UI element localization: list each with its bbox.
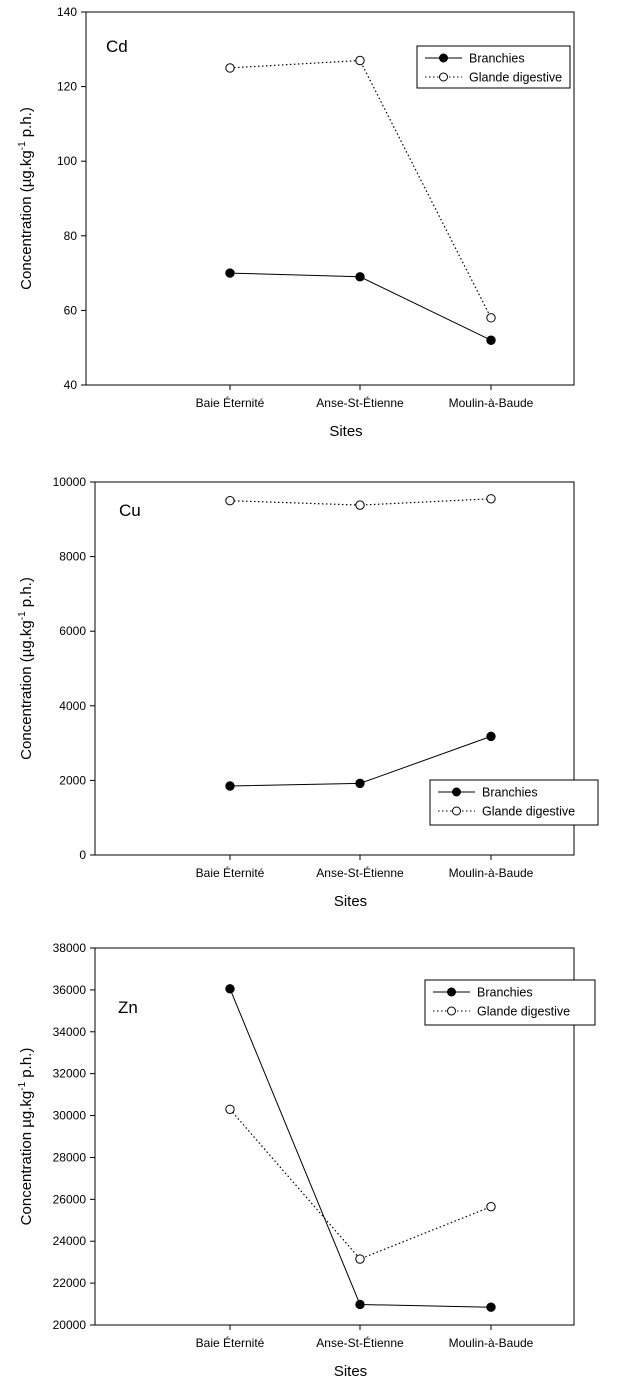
panel2-y-tick-label: 10000 <box>53 475 87 489</box>
panel3-y-axis-title-part: Concentration µg.kg <box>18 1091 35 1226</box>
panel3-y-tick-label: 26000 <box>53 1192 87 1206</box>
panel1-plot-frame <box>85 11 575 386</box>
panel1-y-tick-label: 120 <box>57 80 77 94</box>
panel1-glande-digestive-point <box>225 63 235 73</box>
panel2-y-axis-title-part: Concentration (µg.kg <box>18 620 35 760</box>
panel1-panel: 40 60 80 100 120 140 Baie Éternité Anse-St-Étie… <box>17 5 575 440</box>
panel2-legend-box <box>429 779 599 826</box>
panel1-y-tick-label: 140 <box>57 5 77 19</box>
panel2-legend-marker-glande-digestive <box>452 806 461 816</box>
panel2-panel: 0 2000 4000 6000 8000 10000 Baie Éternité Anse-… <box>17 475 599 910</box>
panel3-x-axis-title: Sites <box>334 1363 367 1380</box>
panel3-glande-digestive-point <box>355 1254 365 1264</box>
panel3-panel: 20000 22000 24000 26000 28000 30000 32000 34000… <box>17 941 596 1380</box>
panel2-y-tick-label: 0 <box>79 848 86 862</box>
panel2-y-axis-title-part: p.h.) <box>18 577 35 611</box>
panel1-series-line-branchies <box>229 272 492 341</box>
panel1-glande-digestive-point <box>355 55 365 66</box>
panel3-y-axis-title-part: p.h.) <box>18 1048 35 1082</box>
panel3-legend-box <box>424 979 596 1026</box>
panel2-branchies-point <box>225 781 235 791</box>
panel2-x-axis-title: Sites <box>334 893 367 910</box>
panel3-branchies-point <box>225 984 235 994</box>
panel3-branchies-point <box>486 1302 496 1312</box>
panel3-plot-frame <box>94 947 575 1326</box>
panel2-x-tick-label: Anse-St-Étienne <box>316 865 404 880</box>
panel3-y-tick-label: 24000 <box>53 1234 87 1248</box>
panel1-y-tick-label: 100 <box>57 154 77 168</box>
panel2-plot-frame <box>94 481 575 856</box>
panel1-y-axis-title-part: p.h.) <box>18 107 35 141</box>
panel1-branchies-point <box>225 268 235 278</box>
panel3-legend-marker-glande-digestive <box>447 1006 456 1016</box>
panel1-legend-label-glande-digestive: Glande digestive <box>469 71 562 85</box>
panel3-legend-marker-branchies <box>447 987 456 997</box>
panel1-legend-label-branchies: Branchies <box>469 52 525 66</box>
panel2-legend-label-glande-digestive: Glande digestive <box>482 805 575 819</box>
panel3-branchies-point <box>355 1299 365 1310</box>
panel3-x-tick-label: Moulin-à-Baude <box>449 1336 534 1350</box>
panel3-y-tick-label: 30000 <box>53 1109 87 1123</box>
panel2-legend: Branchies Glande digestive <box>429 779 599 826</box>
panel1-x-tick-label: Moulin-à-Baude <box>449 396 534 410</box>
panel2-y-tick-label: 6000 <box>59 624 86 638</box>
panel3-y-tick-label: 32000 <box>53 1067 87 1081</box>
panel3-series-line-glande-digestive <box>229 1108 492 1260</box>
panel2-glande-digestive-point <box>486 494 496 504</box>
panel1-y-tick-label: 60 <box>64 303 78 317</box>
panel3-x-tick-label: Baie Éternité <box>196 1335 265 1350</box>
panel1-y-axis-title-superscript: -1 <box>17 141 28 150</box>
panel2-panel-label: Cu <box>119 501 141 520</box>
panel3-legend-label-branchies: Branchies <box>477 986 533 1000</box>
panel1-legend-marker-glande-digestive <box>439 72 448 82</box>
panel1-y-axis-title: Concentration (µg.kg-1 p.h.) <box>17 107 35 290</box>
panel2-y-tick-label: 2000 <box>59 773 86 787</box>
panel3-glande-digestive-point <box>225 1104 235 1114</box>
panel3-y-tick-label: 34000 <box>53 1025 87 1039</box>
panel2-series-line-branchies <box>229 735 492 787</box>
panel1-x-axis-title: Sites <box>329 423 362 440</box>
panel2-glande-digestive-point <box>355 500 365 510</box>
panel2-legend-label-branchies: Branchies <box>482 786 538 800</box>
panel3-legend-label-glande-digestive: Glande digestive <box>477 1005 570 1019</box>
panel3-y-tick-label: 28000 <box>53 1150 87 1164</box>
panel1-x-tick-label: Baie Éternité <box>196 395 265 410</box>
panel2-y-axis-title-superscript: -1 <box>17 611 28 620</box>
panel2-glande-digestive-point <box>225 495 235 506</box>
panel1-glande-digestive-point <box>486 313 496 323</box>
panel2-y-axis-title: Concentration (µg.kg-1 p.h.) <box>17 577 35 760</box>
panel3-y-axis-title-superscript: -1 <box>17 1081 28 1090</box>
panel3-y-tick-label: 20000 <box>53 1318 87 1332</box>
panel3-y-tick-label: 22000 <box>53 1276 87 1290</box>
panel3-glande-digestive-point <box>486 1201 496 1212</box>
panel3-y-axis-title: Concentration µg.kg-1 p.h.) <box>17 1048 35 1226</box>
panel2-y-tick-label: 4000 <box>59 699 86 713</box>
panel2-x-tick-label: Baie Éternité <box>196 865 265 880</box>
panel1-legend: Branchies Glande digestive <box>416 45 571 89</box>
panel1-y-axis-title-part: Concentration (µg.kg <box>18 150 35 290</box>
panel3-legend: Branchies Glande digestive <box>424 979 596 1026</box>
panel1-y-tick-label: 40 <box>64 378 78 392</box>
panel3-panel-label: Zn <box>118 998 138 1017</box>
panel2-branchies-point <box>486 731 496 742</box>
panel1-legend-marker-branchies <box>439 53 448 63</box>
panel1-y-tick-label: 80 <box>64 229 78 243</box>
panel2-branchies-point <box>355 778 365 789</box>
panel1-branchies-point <box>355 272 365 282</box>
panel3-y-tick-label: 38000 <box>53 941 87 955</box>
panel2-x-tick-label: Moulin-à-Baude <box>449 866 534 880</box>
panel2-legend-marker-branchies <box>452 787 461 797</box>
panel1-x-tick-label: Anse-St-Étienne <box>316 395 404 410</box>
panel1-panel-label: Cd <box>106 37 128 56</box>
panel1-branchies-point <box>486 335 496 345</box>
panel3-x-tick-label: Anse-St-Étienne <box>316 1335 404 1350</box>
panel2-y-tick-label: 8000 <box>59 550 86 564</box>
panel3-y-tick-label: 36000 <box>53 983 87 997</box>
